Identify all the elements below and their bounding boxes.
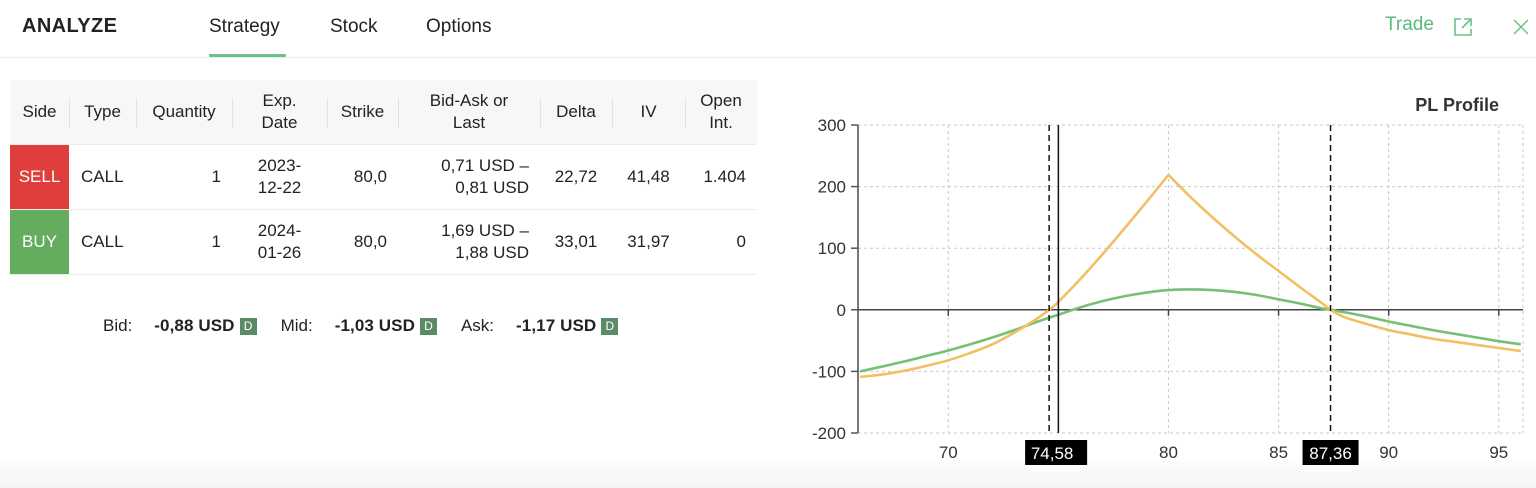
pl-chart-canvas[interactable]: 300 200 100 0 -100 -200 70 80 85 90 95 74,58 87,36 <box>790 85 1536 475</box>
side-badge-sell: SELL <box>10 144 69 210</box>
y-tick-label: 100 <box>818 239 846 258</box>
column-header-bid-ask: Bid-Ask or Last <box>398 80 540 145</box>
open-interest: 0 <box>685 209 757 275</box>
breakeven-label: 74,58 <box>1031 444 1074 463</box>
tab-label: Stock <box>330 16 378 37</box>
external-link-icon[interactable] <box>1452 16 1474 38</box>
breakeven-label: 87,36 <box>1309 444 1352 463</box>
green-curve-line <box>859 288 1521 373</box>
column-header-quantity: Quantity <box>136 80 232 145</box>
page-title: ANALYZE <box>22 15 118 37</box>
y-tick-label: -200 <box>812 424 846 443</box>
delayed-badge: D <box>419 317 437 335</box>
breakeven-label-box <box>1302 440 1359 465</box>
tab-label: Options <box>426 16 492 37</box>
y-tick-label: 0 <box>837 301 846 320</box>
column-header-strike: Strike <box>327 80 398 145</box>
y-tick-label: 300 <box>818 116 846 135</box>
tab-stock[interactable]: Stock <box>330 0 378 57</box>
delta: 33,01 <box>540 209 612 275</box>
implied-volatility: 31,97 <box>612 209 685 275</box>
column-header-type: Type <box>69 80 136 145</box>
table-row[interactable]: BUY CALL 1 2024- 01-26 80,0 1,69 USD –1,8… <box>10 209 757 275</box>
quantity: 1 <box>136 209 232 275</box>
tab-label: Strategy <box>209 16 280 37</box>
x-tick-label: 70 <box>939 443 958 462</box>
chart-title: PL Profile <box>1415 95 1499 115</box>
y-tick-label: 200 <box>818 178 846 197</box>
implied-volatility: 41,48 <box>612 144 685 210</box>
column-header-iv: IV <box>612 80 685 145</box>
strike: 80,0 <box>327 144 398 210</box>
trade-button[interactable]: Trade <box>1385 14 1434 35</box>
column-header-open-interest: Open Int. <box>685 80 757 145</box>
mid-label: Mid: <box>280 316 313 335</box>
bid-ask: 1,69 USD –1,88 USD <box>398 209 540 275</box>
strike: 80,0 <box>327 209 398 275</box>
strategy-legs-table: Side Type Quantity Exp. Date Strike Bid-A… <box>10 80 757 275</box>
ask-value: -1,17 USD <box>516 316 597 335</box>
mid-value: -1,03 USD <box>334 316 415 335</box>
expiration-date: 2023- 12-22 <box>232 144 327 210</box>
delayed-badge: D <box>601 317 619 335</box>
bid-value: -0,88 USD <box>154 316 235 335</box>
close-icon[interactable] <box>1512 18 1530 36</box>
analyze-header: ANALYZE Strategy Stock Options Trade <box>0 0 1536 58</box>
column-header-exp-date: Exp. Date <box>232 80 327 145</box>
side-badge-buy: BUY <box>10 209 69 275</box>
expiration-date: 2024- 01-26 <box>232 209 327 275</box>
table-header-row: Side Type Quantity Exp. Date Strike Bid-A… <box>10 80 757 145</box>
x-tick-label: 90 <box>1379 443 1398 462</box>
option-type: CALL <box>69 209 136 275</box>
x-tick-label: 80 <box>1159 443 1178 462</box>
x-tick-label: 85 <box>1269 443 1288 462</box>
strategy-quote-summary: Bid: -0,88 USD D Mid: -1,03 USD D Ask: -… <box>103 315 619 337</box>
y-tick-label: -100 <box>812 362 846 381</box>
tab-strategy[interactable]: Strategy <box>209 0 286 57</box>
ask-label: Ask: <box>460 316 495 335</box>
column-header-side: Side <box>10 80 69 145</box>
pl-profile-chart[interactable]: 300 200 100 0 -100 -200 70 80 85 90 95 74,58 87,36 P… <box>790 85 1536 475</box>
option-type: CALL <box>69 144 136 210</box>
x-tick-label: 95 <box>1489 443 1508 462</box>
delta: 22,72 <box>540 144 612 210</box>
quantity: 1 <box>136 144 232 210</box>
delayed-badge: D <box>239 317 257 335</box>
open-interest: 1.404 <box>685 144 757 210</box>
bid-label: Bid: <box>103 316 133 335</box>
bid-ask: 0,71 USD –0,81 USD <box>398 144 540 210</box>
tab-options[interactable]: Options <box>426 0 491 57</box>
column-header-delta: Delta <box>540 80 612 145</box>
table-row[interactable]: SELL CALL 1 2023- 12-22 80,0 0,71 USD –0,… <box>10 144 757 210</box>
breakeven-label-box <box>1025 440 1088 465</box>
orange-curve-line <box>860 173 1521 379</box>
